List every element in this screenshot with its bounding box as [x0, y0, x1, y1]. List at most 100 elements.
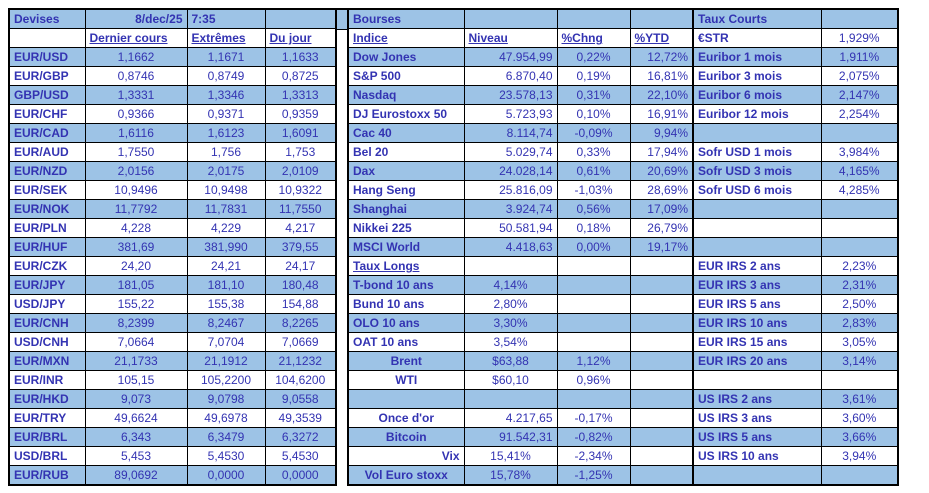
chng-value [556, 275, 631, 295]
ytd-value: 28,69% [629, 180, 694, 200]
taux-label: EUR IRS 2 ans [692, 256, 822, 276]
taux-value: 2,147% [820, 85, 899, 105]
taux-label: EUR IRS 3 ans [692, 275, 822, 295]
last-price: 1,3331 [84, 85, 188, 105]
rate-row: T-bond 10 ans 4,14% EUR IRS 3 ans 2,31% [347, 275, 899, 295]
taux-label: US IRS 3 ans [692, 408, 822, 428]
currency-row: GBP/USD 1,3331 1,3346 1,3313 [8, 85, 337, 105]
niveau-value [463, 256, 558, 276]
chng-value: 0,31% [556, 85, 631, 105]
taux-value: 3,984% [820, 142, 899, 162]
taux-value: 2,254% [820, 104, 899, 124]
pair-label: EUR/NZD [8, 161, 86, 181]
indice-label: Brent [347, 351, 465, 371]
du-jour-value: 7,0669 [264, 332, 337, 352]
niveau-value: 5.029,74 [463, 142, 558, 162]
index-row: Shanghai 3.924,74 0,56% 17,09% [347, 199, 899, 219]
niveau-value: 3,54% [463, 332, 558, 352]
ytd-value [629, 427, 694, 447]
last-price: 155,22 [84, 294, 188, 314]
indice-label: Vix [347, 446, 465, 466]
currency-row: EUR/NZD 2,0156 2,0175 2,0109 [8, 161, 337, 181]
column-header: Indice [347, 28, 465, 48]
index-row: Nasdaq 23.578,13 0,31% 22,10% Euribor 6 mois… [347, 85, 899, 105]
spot-row: Brent $63,88 1,12% EUR IRS 20 ans 3,14% [347, 351, 899, 371]
index-row: Dow Jones 47.954,99 0,22% 12,72% Euribor 1 m… [347, 47, 899, 67]
chng-value: -2,34% [556, 446, 631, 466]
index-row: MSCI World 4.418,63 0,00% 19,17% [347, 237, 899, 257]
du-jour-value: 8,2265 [264, 313, 337, 333]
taux-value: 2,50% [820, 294, 899, 314]
ytd-value: 17,94% [629, 142, 694, 162]
taux-value [820, 218, 899, 238]
chng-value: -0,82% [556, 427, 631, 447]
spotr-row: Bitcoin 91.542,31 -0,82% US IRS 5 ans 3,66% [347, 427, 899, 447]
empty-cell [463, 8, 558, 29]
taux-value: 2,075% [820, 66, 899, 86]
last-price: 6,343 [84, 427, 188, 447]
indice-label: Bund 10 ans [347, 294, 465, 314]
pair-label: EUR/JPY [8, 275, 86, 295]
indice-label: Hang Seng [347, 180, 465, 200]
pair-label: EUR/RUB [8, 465, 86, 486]
chng-value: 0,22% [556, 47, 631, 67]
extremes-value: 1,756 [186, 142, 266, 162]
niveau-value: 15,41% [463, 446, 558, 466]
chng-value: 1,12% [556, 351, 631, 371]
column-header: Niveau [463, 28, 558, 48]
pair-label: EUR/GBP [8, 66, 86, 86]
pair-label: EUR/CHF [8, 104, 86, 124]
pair-label: EUR/USD [8, 47, 86, 67]
currency-row: USD/BRL 5,453 5,4530 5,4530 [8, 446, 337, 466]
pair-label: GBP/USD [8, 85, 86, 105]
taux-label [692, 465, 822, 486]
niveau-value: 5.723,93 [463, 104, 558, 124]
niveau-value: 3,30% [463, 313, 558, 333]
currency-row: EUR/RUB 89,0692 0,0000 0,0000 [8, 465, 337, 486]
taux-label: Euribor 12 mois [692, 104, 822, 124]
bourses-column-header-row: Indice Niveau %Chng %YTD €STR 1,929% [347, 28, 899, 48]
pair-label: USD/CNH [8, 332, 86, 352]
du-jour-value: 5,4530 [264, 446, 337, 466]
ytd-value: 17,09% [629, 199, 694, 219]
du-jour-value: 4,217 [264, 218, 337, 238]
indice-label: OAT 10 ans [347, 332, 465, 352]
pair-label: EUR/HKD [8, 389, 86, 409]
taux-value: 2,31% [820, 275, 899, 295]
du-jour-value: 6,3272 [264, 427, 337, 447]
extremes-value: 5,4530 [186, 446, 266, 466]
niveau-value: 4,14% [463, 275, 558, 295]
currency-row: EUR/GBP 0,8746 0,8749 0,8725 [8, 66, 337, 86]
du-jour-value: 0,0000 [264, 465, 337, 486]
currency-row: EUR/TRY 49,6624 49,6978 49,3539 [8, 408, 337, 428]
indice-label: WTI [347, 370, 465, 390]
last-price: 5,453 [84, 446, 188, 466]
niveau-value: 2,80% [463, 294, 558, 314]
chng-value: -1,03% [556, 180, 631, 200]
last-price: 181,05 [84, 275, 188, 295]
currency-row: EUR/BRL 6,343 6,3479 6,3272 [8, 427, 337, 447]
du-jour-value: 1,3313 [264, 85, 337, 105]
du-jour-value: 21,1232 [264, 351, 337, 371]
indice-label: Nikkei 225 [347, 218, 465, 238]
currency-row: EUR/CHF 0,9366 0,9371 0,9359 [8, 104, 337, 124]
column-header: Du jour [264, 28, 337, 48]
vix-row: Vix 15,41% -2,34% US IRS 10 ans 3,94% [347, 446, 899, 466]
currency-row: EUR/CNH 8,2399 8,2467 8,2265 [8, 313, 337, 333]
indice-label: DJ Eurostoxx 50 [347, 104, 465, 124]
ytd-value [629, 256, 694, 276]
indice-label: Dax [347, 161, 465, 181]
taux-label [692, 123, 822, 143]
ytd-value [629, 408, 694, 428]
extremes-value: 10,9498 [186, 180, 266, 200]
pair-label: EUR/CNH [8, 313, 86, 333]
indice-label: Vol Euro stoxx [347, 465, 465, 486]
chng-value [556, 313, 631, 333]
index-row: Hang Seng 25.816,09 -1,03% 28,69% Sofr USD 6… [347, 180, 899, 200]
taux-label [692, 370, 822, 390]
extremes-value: 7,0704 [186, 332, 266, 352]
ytd-value [629, 446, 694, 466]
indice-label: Shanghai [347, 199, 465, 219]
du-jour-value: 9,0558 [264, 389, 337, 409]
spot-row: WTI $60,10 0,96% [347, 370, 899, 390]
